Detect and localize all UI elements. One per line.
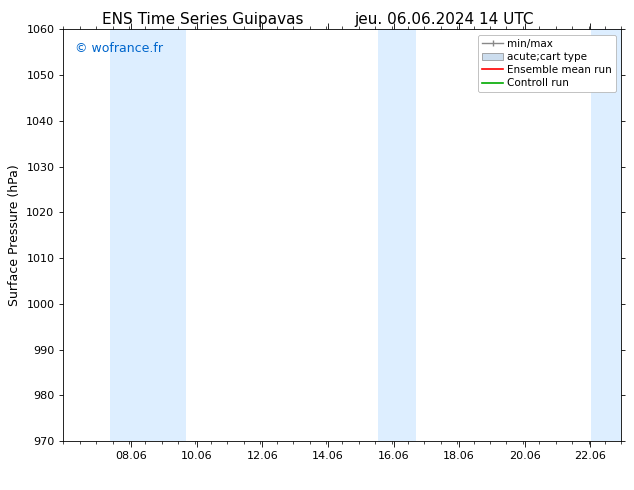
Bar: [591, 29, 624, 441]
Bar: [110, 29, 186, 441]
Text: ENS Time Series Guipavas: ENS Time Series Guipavas: [102, 12, 304, 27]
Text: © wofrance.fr: © wofrance.fr: [75, 42, 162, 55]
Text: jeu. 06.06.2024 14 UTC: jeu. 06.06.2024 14 UTC: [354, 12, 534, 27]
Bar: [378, 29, 416, 441]
Legend: min/max, acute;cart type, Ensemble mean run, Controll run: min/max, acute;cart type, Ensemble mean …: [478, 35, 616, 92]
Y-axis label: Surface Pressure (hPa): Surface Pressure (hPa): [8, 164, 21, 306]
